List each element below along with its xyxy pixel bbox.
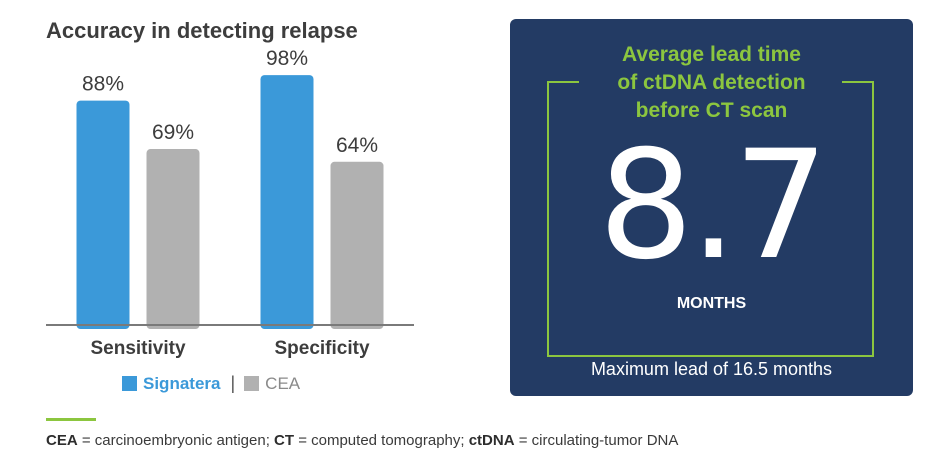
- chart-title: Accuracy in detecting relapse: [46, 18, 358, 43]
- chart-legend: Signatera | CEA: [122, 373, 300, 394]
- bar-chart: 88% 69% Sensitivity 98% 64% Specificity: [46, 47, 414, 359]
- footnote-accent-line: [46, 418, 96, 421]
- legend-label-signatera: Signatera: [143, 373, 221, 393]
- footnote-abbr-ct: CT: [274, 432, 295, 449]
- bar-signatera-sensitivity: [76, 100, 130, 329]
- data-label-signatera-sensitivity: 88%: [82, 73, 124, 96]
- legend-swatch-signatera: [122, 376, 137, 391]
- legend-item-cea: CEA: [244, 374, 300, 394]
- legend-label-cea: CEA: [265, 373, 301, 393]
- footnote-def-ct: = computed tomography;: [294, 432, 469, 449]
- data-label-signatera-specificity: 98%: [266, 47, 308, 70]
- bar-signatera-specificity: [260, 75, 314, 329]
- data-label-cea-specificity: 64%: [336, 134, 378, 157]
- bar-cea-sensitivity: [146, 149, 200, 329]
- legend-separator: |: [230, 373, 236, 393]
- lead-time-title: Average lead time of ctDNA detection bef…: [510, 41, 913, 125]
- data-label-cea-sensitivity: 69%: [152, 121, 194, 144]
- max-lead-text: Maximum lead of 16.5 months: [590, 359, 833, 379]
- bar-cea-specificity: [330, 161, 384, 329]
- legend-swatch-cea: [244, 376, 260, 391]
- lead-time-panel: Average lead time of ctDNA detection bef…: [510, 19, 913, 396]
- legend-item-signatera: Signatera: [122, 374, 220, 394]
- footnote-abbr-ctdna: ctDNA: [468, 432, 515, 449]
- footnote-def-ctdna: = circulating-tumor DNA: [514, 432, 679, 449]
- lead-title-line-2: of ctDNA detection: [617, 71, 806, 94]
- frame-top-right: [842, 81, 874, 83]
- footnote-def-cea: = carcinoembryonic antigen;: [77, 432, 275, 449]
- footnote: CEA = carcinoembryonic antigen; CT = com…: [46, 432, 678, 449]
- lead-time-frame: [547, 81, 874, 357]
- lead-title-line-1: Average lead time: [622, 43, 801, 66]
- lead-time-unit: MONTHS: [676, 295, 747, 312]
- footnote-abbr-cea: CEA: [46, 432, 78, 449]
- lead-title-line-3: before CT scan: [635, 99, 788, 122]
- category-label-sensitivity: Sensitivity: [90, 338, 185, 359]
- lead-time-value: 8.7: [598, 119, 829, 293]
- category-label-specificity: Specificity: [274, 338, 369, 359]
- frame-top-left: [547, 81, 579, 83]
